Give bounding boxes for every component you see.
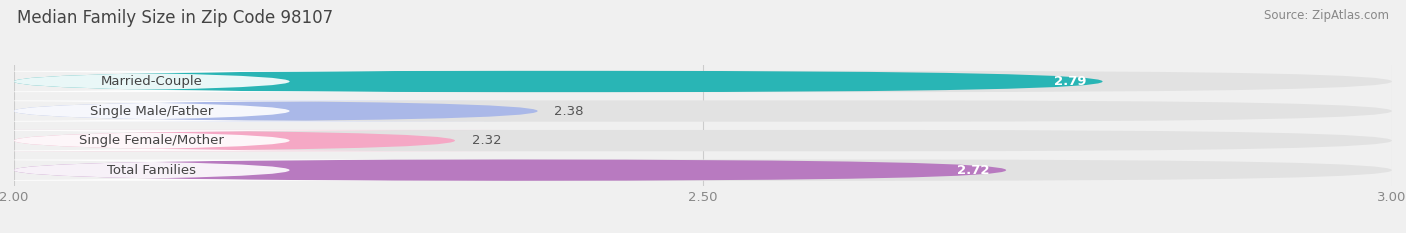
FancyBboxPatch shape	[14, 160, 1007, 181]
Text: Married-Couple: Married-Couple	[101, 75, 202, 88]
FancyBboxPatch shape	[14, 100, 1392, 122]
Text: 2.32: 2.32	[471, 134, 501, 147]
Text: Median Family Size in Zip Code 98107: Median Family Size in Zip Code 98107	[17, 9, 333, 27]
Text: 2.72: 2.72	[957, 164, 990, 177]
FancyBboxPatch shape	[14, 71, 1392, 92]
FancyBboxPatch shape	[14, 71, 1102, 92]
FancyBboxPatch shape	[0, 100, 510, 122]
FancyBboxPatch shape	[0, 130, 510, 151]
Text: Total Families: Total Families	[107, 164, 197, 177]
FancyBboxPatch shape	[0, 71, 510, 92]
Text: Source: ZipAtlas.com: Source: ZipAtlas.com	[1264, 9, 1389, 22]
Text: Single Female/Mother: Single Female/Mother	[79, 134, 225, 147]
Text: 2.79: 2.79	[1053, 75, 1085, 88]
FancyBboxPatch shape	[0, 160, 510, 181]
FancyBboxPatch shape	[14, 100, 537, 122]
FancyBboxPatch shape	[14, 160, 1392, 181]
Text: Single Male/Father: Single Male/Father	[90, 105, 214, 117]
FancyBboxPatch shape	[14, 130, 1392, 151]
FancyBboxPatch shape	[0, 130, 510, 151]
Text: 2.38: 2.38	[554, 105, 583, 117]
